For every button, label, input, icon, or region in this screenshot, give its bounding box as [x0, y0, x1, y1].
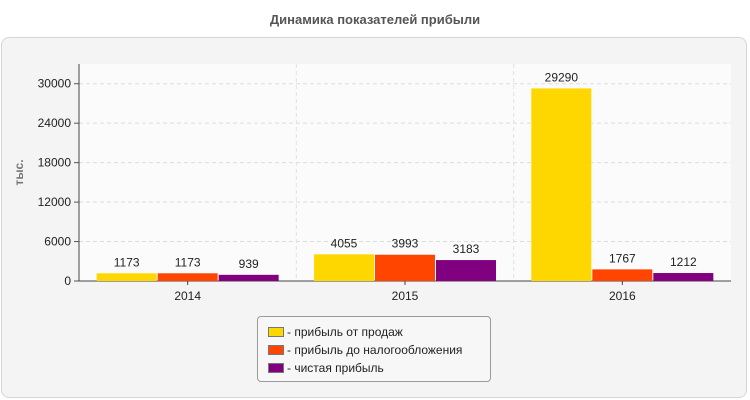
y-axis-label: тыс. — [12, 159, 26, 185]
x-tick-label: 2014 — [174, 289, 201, 303]
bar-value-label: 3993 — [392, 237, 419, 251]
legend-swatch-net-profit — [268, 363, 284, 373]
bar — [218, 274, 279, 281]
y-tick-label: 18000 — [38, 156, 72, 170]
bar — [375, 254, 435, 281]
y-tick-label: 12000 — [38, 195, 72, 209]
legend-label-net-profit: - чистая прибыль — [287, 361, 384, 375]
bar — [592, 269, 653, 281]
x-tick-label: 2015 — [392, 289, 419, 303]
bar-value-label: 1212 — [670, 255, 697, 269]
bar-value-label: 1767 — [609, 251, 636, 265]
legend-swatch-sales-profit — [268, 327, 284, 337]
y-tick-label: 6000 — [44, 235, 71, 249]
chart-legend: - прибыль от продаж - прибыль до налогоо… — [257, 316, 491, 382]
bar-value-label: 939 — [239, 257, 259, 271]
bar — [531, 88, 592, 281]
bar — [96, 273, 157, 281]
legend-label-sales-profit: - прибыль от продаж — [287, 325, 403, 339]
bar — [653, 273, 714, 281]
bar — [314, 254, 374, 281]
plot-area — [79, 64, 731, 281]
bar-value-label: 1173 — [175, 255, 201, 269]
legend-item-pretax-profit: - прибыль до налогообложения — [268, 341, 490, 359]
bar-value-label: 29290 — [545, 70, 579, 84]
y-tick-label: 24000 — [38, 116, 72, 130]
bar-value-label: 4055 — [331, 236, 358, 250]
bar — [157, 273, 218, 281]
y-tick-label: 30000 — [38, 77, 72, 91]
legend-item-sales-profit: - прибыль от продаж — [268, 323, 490, 341]
chart-title: Динамика показателей прибыли — [269, 12, 481, 27]
legend-label-pretax-profit: - прибыль до налогообложения — [287, 343, 463, 357]
bar-value-label: 1173 — [114, 255, 140, 269]
bar-value-label: 3183 — [453, 242, 480, 256]
x-tick-label: 2016 — [609, 289, 636, 303]
legend-item-net-profit: - чистая прибыль — [268, 359, 490, 377]
y-tick-label: 0 — [64, 274, 71, 288]
legend-swatch-pretax-profit — [268, 345, 284, 355]
bar — [436, 260, 496, 281]
